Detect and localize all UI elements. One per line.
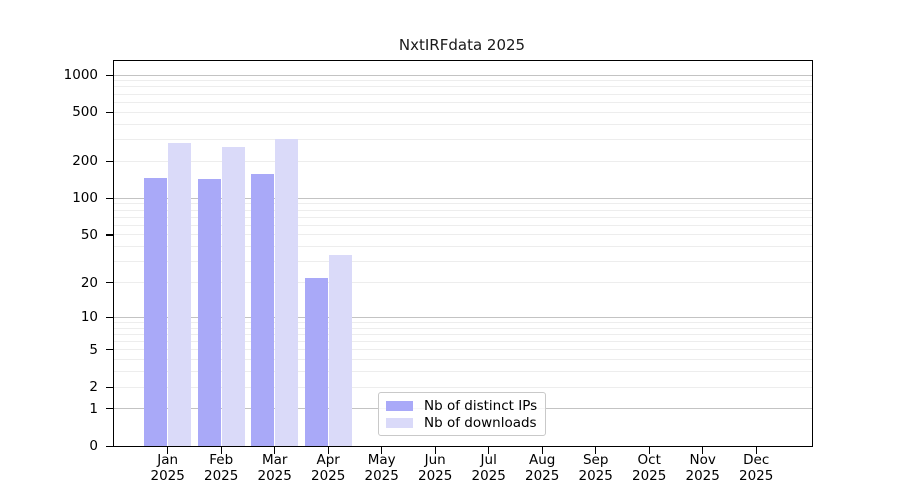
y-axis-tick: [106, 160, 113, 162]
x-axis-tick-label: Jun 2025: [418, 452, 453, 484]
x-axis-tick-label: Oct 2025: [632, 452, 667, 484]
major-gridline: [114, 74, 812, 76]
minor-gridline: [114, 101, 812, 103]
y-axis-tick-label: 20: [80, 274, 98, 291]
y-axis-tick: [106, 349, 113, 351]
minor-gridline: [114, 261, 812, 263]
x-axis-tick: [381, 447, 383, 454]
y-axis-tick: [106, 316, 113, 318]
x-axis-tick: [488, 447, 490, 454]
minor-gridline: [114, 341, 812, 342]
y-axis-tick: [106, 282, 113, 284]
minor-gridline: [114, 80, 812, 82]
y-axis-tick-label: 0: [89, 438, 98, 454]
x-axis-tick-label: Apr 2025: [311, 452, 346, 484]
x-axis-tick: [595, 447, 597, 454]
y-axis-tick-label: 50: [80, 226, 98, 243]
x-axis-tick: [648, 447, 650, 454]
minor-gridline: [114, 282, 812, 283]
bar-downloads-feb: [221, 147, 245, 446]
x-axis-tick: [167, 447, 169, 454]
chart-title: NxtIRFdata 2025: [398, 36, 526, 54]
legend-item: Nb of downloads: [386, 414, 537, 431]
x-axis-tick: [434, 447, 436, 454]
legend-label: Nb of downloads: [424, 414, 537, 431]
bar-distinct-ips-apr: [304, 277, 328, 446]
legend-item: Nb of distinct IPs: [386, 397, 537, 414]
x-axis-tick: [274, 447, 276, 454]
bar-downloads-apr: [328, 255, 352, 446]
y-axis-tick: [106, 197, 113, 199]
minor-gridline: [114, 203, 812, 205]
bar-downloads-jan: [168, 142, 192, 446]
y-axis-tick-label: 500: [72, 104, 98, 121]
y-axis-tick-label: 100: [72, 190, 98, 207]
minor-gridline: [114, 209, 812, 211]
x-axis-tick: [755, 447, 757, 454]
x-axis-tick-label: Mar 2025: [257, 452, 292, 484]
x-axis-tick-label: Jan 2025: [150, 452, 185, 484]
x-axis-tick-label: Aug 2025: [525, 452, 560, 484]
minor-gridline: [114, 86, 812, 88]
x-axis-tick-label: Jul 2025: [471, 452, 506, 484]
minor-gridline: [114, 234, 812, 236]
bar-distinct-ips-jan: [144, 177, 168, 446]
minor-gridline: [114, 160, 812, 162]
x-axis-tick-label: Nov 2025: [685, 452, 720, 484]
minor-gridline: [114, 333, 812, 335]
y-axis-tick: [106, 408, 113, 410]
y-axis-tick-label: 5: [89, 341, 98, 358]
minor-gridline: [114, 93, 812, 95]
major-gridline: [114, 197, 812, 199]
y-axis-tick: [106, 234, 113, 236]
x-axis-tick-label: Feb 2025: [204, 452, 239, 484]
minor-gridline: [114, 139, 812, 141]
x-axis-tick-label: Sep 2025: [578, 452, 613, 484]
legend-swatch-distinct-ips: [386, 400, 413, 411]
y-axis-tick-label: 1: [89, 400, 98, 417]
bar-downloads-mar: [275, 139, 299, 446]
minor-gridline: [114, 371, 812, 373]
plot-area: 0 1 2 5 10 20 50 100 200 500 1000 Jan 2025 Feb 2025 Mar…: [64, 60, 813, 483]
y-axis-tick: [106, 386, 113, 388]
bar-distinct-ips-feb: [197, 178, 221, 446]
y-axis-tick-label: 2: [89, 379, 98, 395]
x-axis-tick-label: Dec 2025: [739, 452, 774, 484]
minor-gridline: [114, 327, 812, 329]
minor-gridline: [114, 359, 812, 361]
x-axis-tick: [702, 447, 704, 454]
major-gridline: [114, 316, 812, 318]
minor-gridline: [114, 321, 812, 323]
y-axis-tick-label: 10: [80, 309, 98, 326]
minor-gridline: [114, 123, 812, 125]
legend-label: Nb of distinct IPs: [424, 397, 538, 414]
minor-gridline: [114, 246, 812, 248]
x-axis-tick: [220, 447, 222, 454]
minor-gridline: [114, 216, 812, 218]
y-axis-tick-label: 200: [72, 153, 98, 170]
minor-gridline: [114, 111, 812, 113]
y-axis-tick: [106, 111, 113, 113]
minor-gridline: [114, 224, 812, 226]
minor-gridline: [114, 349, 812, 351]
y-axis-tick: [106, 74, 113, 76]
bar-distinct-ips-mar: [251, 173, 275, 446]
x-axis-tick-label: May 2025: [364, 452, 399, 484]
y-axis-tick-label: 1000: [63, 67, 98, 83]
legend: Nb of distinct IPs Nb of downloads: [378, 392, 546, 436]
minor-gridline: [114, 386, 812, 388]
x-axis-tick: [327, 447, 329, 454]
legend-swatch-downloads: [386, 417, 413, 428]
x-axis-tick: [541, 447, 543, 454]
y-axis-tick: [106, 445, 113, 447]
